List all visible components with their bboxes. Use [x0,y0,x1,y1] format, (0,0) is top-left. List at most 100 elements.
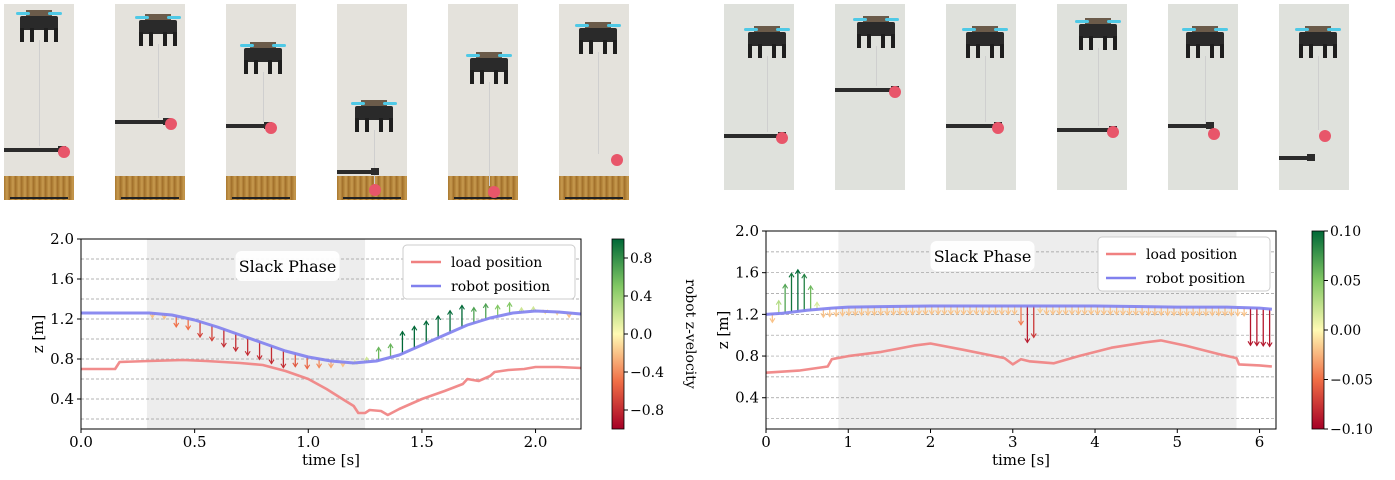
robot-image [135,14,181,46]
x-tick-label: 2.0 [524,433,548,451]
robot-leg [139,32,143,46]
robot-leg [54,28,58,42]
y-axis-label: z [m] [714,311,732,350]
velocity-arrowhead [845,311,852,317]
robot-position-line [81,309,582,365]
velocity-arrowhead [1069,310,1075,316]
robot-image [16,10,62,42]
baseline [343,197,401,199]
robot-leg [1000,44,1004,58]
velocity-arrowhead [788,272,795,278]
baseline [10,197,68,199]
robot-image [1075,18,1121,50]
velocity-arrowhead [839,311,846,317]
tether [263,72,264,122]
robot-leg [163,32,167,46]
velocity-arrowhead [435,314,442,321]
velocity-arrowhead [423,320,430,326]
floor [115,176,185,200]
velocity-arrowhead [928,310,935,316]
gripper-arm [1168,124,1208,128]
plot-frame [80,238,582,430]
photo-frame [559,4,629,200]
propeller [272,44,286,47]
robot-leg [44,28,48,42]
colorbar-tick-label: −0.05 [1330,373,1373,389]
robot-board [26,10,52,18]
velocity-arrowhead [1107,310,1114,316]
robot-image [466,52,512,84]
legend-box [402,244,576,300]
velocity-arrowhead [470,306,477,312]
robot-leg [990,44,994,58]
x-tick-label: 5 [1173,433,1183,451]
gripper-arm [835,88,893,92]
velocity-arrowhead [973,310,980,316]
velocity-arrowhead [1094,310,1101,316]
propeller [1107,20,1121,23]
propeller [167,16,181,19]
velocity-arrowhead [1005,310,1012,316]
velocity-arrowhead [387,343,394,349]
velocity-arrowhead [1126,310,1133,316]
robot-body [470,58,508,72]
colorbar [611,238,625,430]
baseline [565,197,623,199]
propeller [885,18,899,21]
annotation-box [235,251,340,281]
x-tick-label: 3 [1008,433,1018,451]
x-tick-label: 1.5 [410,433,434,451]
colorbar-tick-label: 0.0 [630,327,652,343]
robot-leg [1309,44,1313,58]
gripper-arm [1057,128,1111,132]
robot-leg [891,34,895,48]
robot-board [1305,26,1331,34]
propeller [776,28,790,31]
robot-leg [244,60,248,74]
propeller [607,24,621,27]
robot-image [744,26,790,58]
robot-body [857,22,895,36]
tether [489,82,490,186]
velocity-arrowhead [304,364,311,370]
robot-board [1085,18,1111,26]
colorbar [1311,230,1325,430]
colorbar-tick-label: −0.10 [1330,422,1373,438]
velocity-arrowhead [280,363,287,369]
wall [337,4,407,176]
y-tick-label: 0.4 [735,389,759,407]
velocity-arrowhead [1011,310,1018,316]
velocity-arrowhead [871,310,878,317]
baseline [232,197,290,199]
robot-leg [758,44,762,58]
photo-frame [835,4,905,190]
velocity-arrowhead [1043,310,1050,316]
load-ball [165,118,177,130]
propeller [16,12,30,15]
velocity-arrowhead [375,346,382,352]
robot-leg [365,118,369,132]
photo-frame [115,4,185,200]
x-tick-label: 0.5 [183,433,207,451]
robot-leg [1323,44,1327,58]
propeller [351,102,365,105]
robot-image [962,26,1008,58]
velocity-arrowhead [1260,341,1267,347]
propeller [383,102,397,105]
velocity-arrowhead [954,310,961,316]
gripper-arm [946,124,996,128]
velocity-arrowhead [865,310,871,317]
load-ball [889,86,901,98]
robot-body [1299,32,1337,46]
velocity-arrowhead [447,309,454,315]
x-tick-label: 4 [1090,433,1100,451]
load-ball [1319,130,1331,142]
propeller [48,12,62,15]
robot-leg [494,70,498,84]
velocity-arrowhead [1024,338,1031,344]
baseline [454,197,512,199]
velocity-arrowhead [1241,311,1248,318]
velocity-arrowhead [896,310,903,316]
floor [448,176,518,200]
velocity-arrowhead [149,313,156,319]
